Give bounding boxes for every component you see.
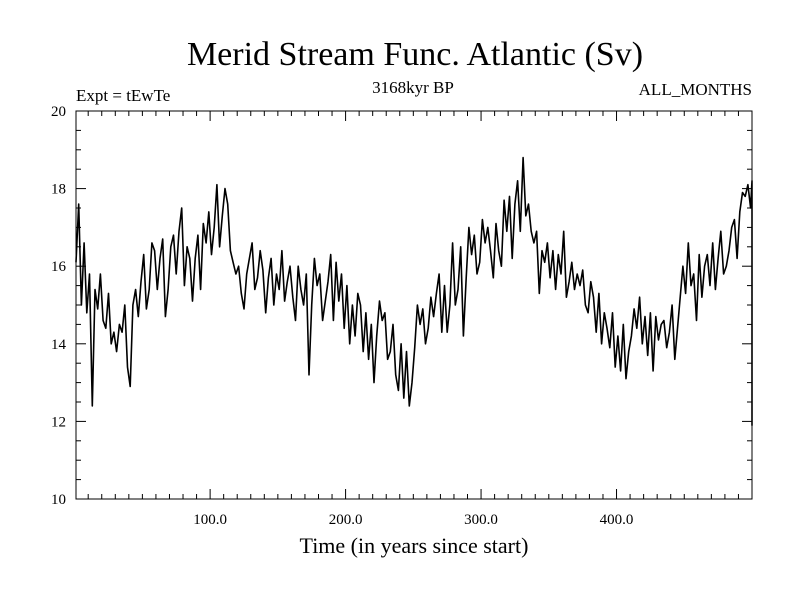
y-tick-label: 10 <box>51 492 66 508</box>
months-label: ALL_MONTHS <box>639 80 752 99</box>
x-tick-label: 100.0 <box>193 512 227 528</box>
chart-title: Merid Stream Func. Atlantic (Sv) <box>187 36 643 73</box>
y-tick-label: 14 <box>51 337 67 353</box>
y-tick-label: 12 <box>51 414 66 430</box>
period-label: 3168kyr BP <box>372 78 454 97</box>
y-tick-label: 20 <box>51 104 66 120</box>
x-tick-label: 400.0 <box>600 512 634 528</box>
y-tick-label: 18 <box>51 182 66 198</box>
experiment-label: Expt = tEwTe <box>76 86 170 105</box>
x-tick-label: 300.0 <box>464 512 498 528</box>
plot-area <box>75 110 753 500</box>
x-tick-label: 200.0 <box>329 512 363 528</box>
axes: 100.0 200.0 300.0 400.0 10 12 14 16 18 20 <box>51 104 752 528</box>
data-series-line <box>75 156 753 427</box>
y-tick-label: 16 <box>51 259 67 275</box>
x-axis-label: Time (in years since start) <box>300 533 529 558</box>
